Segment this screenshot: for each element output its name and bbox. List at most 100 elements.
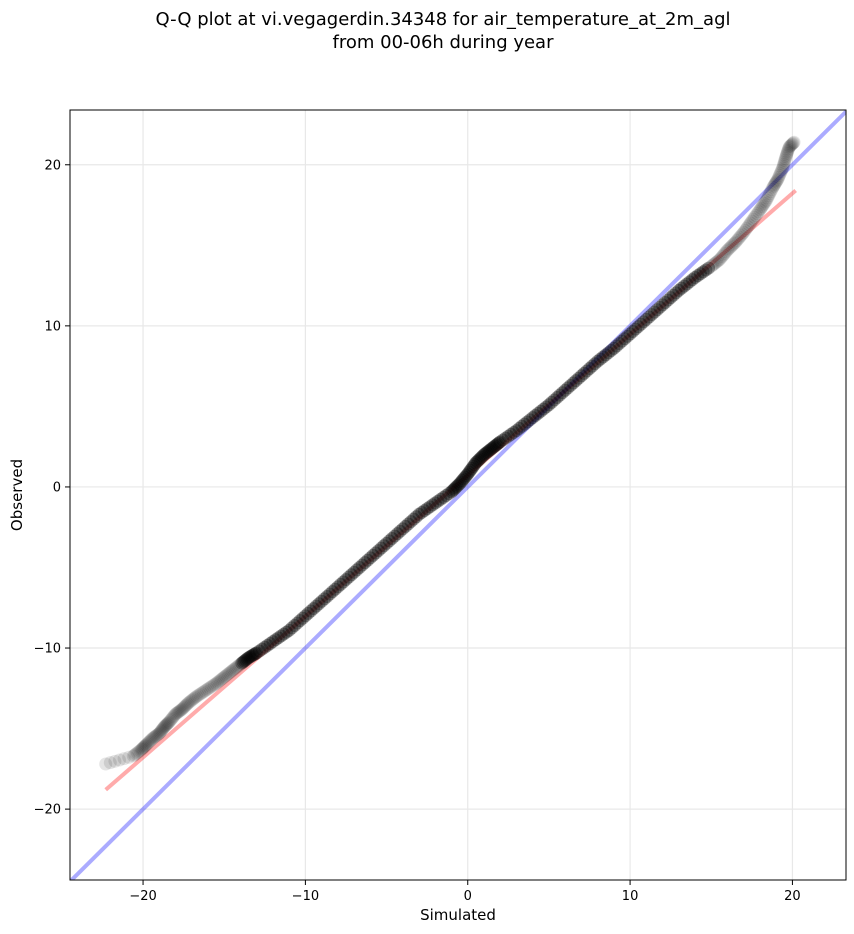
quantile-point xyxy=(591,354,605,368)
quantile-point xyxy=(770,174,784,188)
quantile-point xyxy=(301,606,315,620)
quantile-point xyxy=(507,425,521,439)
quantile-point xyxy=(772,170,786,184)
quantile-point xyxy=(167,708,181,722)
y-tick-label: 0 xyxy=(53,480,61,495)
plot-frame xyxy=(69,109,847,881)
quantile-point xyxy=(412,507,426,521)
quantile-point xyxy=(154,724,168,738)
quantile-point xyxy=(596,350,610,364)
quantile-point xyxy=(198,684,212,698)
quantile-point xyxy=(442,487,456,501)
quantile-point xyxy=(774,165,788,179)
x-tick-label: −20 xyxy=(129,889,156,904)
quantile-point xyxy=(194,686,208,700)
quantile-point xyxy=(240,652,254,666)
quantile-point xyxy=(749,209,763,223)
quantile-point xyxy=(164,712,178,726)
quantile-point xyxy=(607,341,621,355)
quantile-point xyxy=(117,752,131,766)
quantile-point xyxy=(449,481,463,495)
quantile-point xyxy=(209,676,223,690)
quantile-point xyxy=(162,715,176,729)
quantile-point xyxy=(729,235,743,249)
quantile-point xyxy=(325,585,339,599)
quantile-point xyxy=(482,443,496,457)
quantile-point xyxy=(153,725,167,739)
quantile-point xyxy=(742,218,756,232)
quantile-point xyxy=(469,456,483,470)
quantile-point xyxy=(725,239,739,253)
quantile-point xyxy=(331,580,345,594)
quantile-point xyxy=(446,483,460,497)
quantile-point xyxy=(720,243,734,257)
quantile-point xyxy=(745,214,759,228)
quantile-point xyxy=(242,651,256,665)
quantile-point xyxy=(486,440,500,454)
quantile-point xyxy=(390,527,404,541)
quantile-point xyxy=(232,658,246,672)
quantile-point xyxy=(768,178,782,192)
quantile-point xyxy=(653,300,667,314)
quantile-point xyxy=(235,656,249,670)
quantile-point xyxy=(768,176,782,190)
quantile-point xyxy=(183,695,197,709)
quantile-point xyxy=(128,748,142,762)
quantile-point xyxy=(155,723,169,737)
quantile-point xyxy=(374,541,388,555)
quantile-point xyxy=(477,448,491,462)
quantile-point xyxy=(722,242,736,256)
quantile-point xyxy=(180,697,194,711)
quantile-point xyxy=(350,563,364,577)
quantile-point xyxy=(472,453,486,467)
quantile-point xyxy=(688,271,702,285)
quantile-point xyxy=(645,308,659,322)
quantile-point xyxy=(396,522,410,536)
quantile-point xyxy=(439,489,453,503)
quantile-point xyxy=(523,413,537,427)
quantile-point xyxy=(462,465,476,479)
chart-title-line-1: Q-Q plot at vi.vegagerdin.34348 for air_… xyxy=(155,9,731,30)
quantile-point xyxy=(786,136,800,150)
quantile-point xyxy=(783,139,797,153)
quantile-point xyxy=(225,664,239,678)
quantile-point xyxy=(756,198,770,212)
quantile-point xyxy=(580,364,594,378)
quantile-point xyxy=(473,452,487,466)
quantile-point xyxy=(261,638,275,652)
quantile-point xyxy=(699,263,713,277)
quantile-point xyxy=(369,546,383,560)
reference-lines xyxy=(70,110,846,880)
quantile-point xyxy=(217,670,231,684)
quantile-point xyxy=(186,693,200,707)
quantile-point xyxy=(157,720,171,734)
quantile-point xyxy=(309,599,323,613)
quantile-point xyxy=(177,700,191,714)
quantile-point xyxy=(426,498,440,512)
quantile-point xyxy=(466,460,480,474)
quantile-point xyxy=(420,502,434,516)
quantile-point xyxy=(344,568,358,582)
x-tick-label: −10 xyxy=(292,889,319,904)
quantile-point xyxy=(677,279,691,293)
quantile-point xyxy=(129,747,143,761)
quantile-point xyxy=(780,146,794,160)
quantile-point xyxy=(463,463,477,477)
quantile-point xyxy=(564,378,578,392)
quantile-point xyxy=(762,189,776,203)
quantile-point xyxy=(577,366,591,380)
quantile-point xyxy=(243,650,257,664)
quantile-point xyxy=(132,745,146,759)
quantile-point xyxy=(468,458,482,472)
plot-area xyxy=(70,110,846,880)
quantile-point xyxy=(221,667,235,681)
quantile-point xyxy=(767,179,781,193)
quantile-point xyxy=(239,653,253,667)
quantile-point xyxy=(277,627,291,641)
x-tick-label: 20 xyxy=(784,889,801,904)
quantile-point xyxy=(455,474,469,488)
quantile-point xyxy=(393,524,407,538)
quantile-point xyxy=(188,690,202,704)
quantile-point xyxy=(258,640,272,654)
quantile-point xyxy=(504,427,518,441)
